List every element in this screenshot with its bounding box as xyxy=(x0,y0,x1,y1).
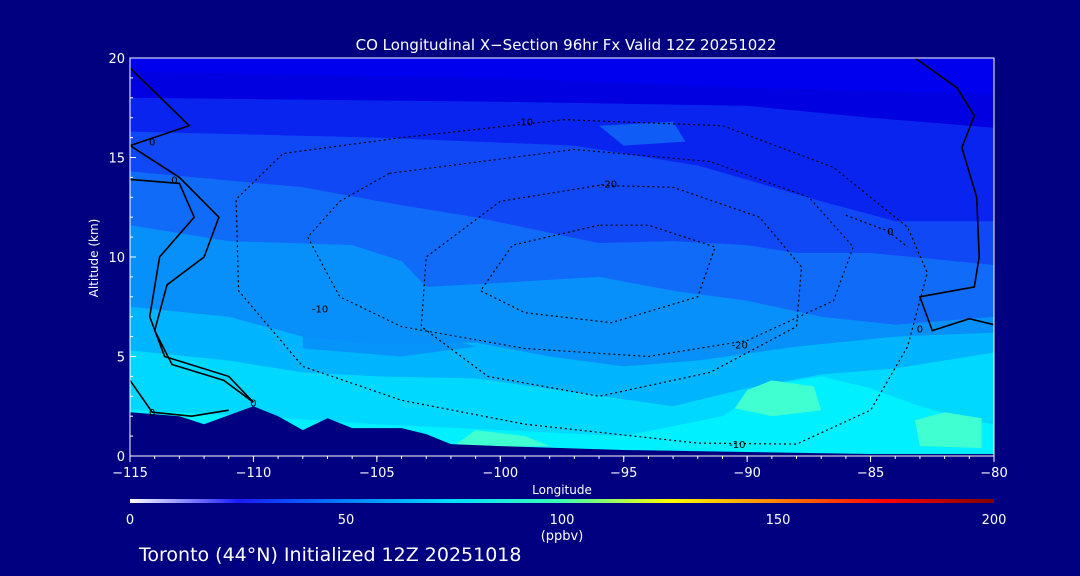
contour-label: 0 xyxy=(149,138,155,149)
y-tick-label: 15 xyxy=(108,152,125,167)
y-tick-label: 10 xyxy=(108,251,125,266)
concentration-band-9 xyxy=(915,412,982,448)
contour-minus-10 xyxy=(235,119,928,445)
y-axis-label: Altitude (km) xyxy=(87,219,101,298)
concentration-patch xyxy=(302,326,476,357)
contour-label: 0 xyxy=(149,408,155,419)
concentration-band-10 xyxy=(130,58,994,94)
contour-label: -10 xyxy=(517,118,533,129)
contour-lines xyxy=(130,58,994,445)
contour-labels: 0 0 0 0 0 0 -10 -10 -10 -20 -20 xyxy=(149,118,923,451)
colorbar-tick-label: 200 xyxy=(982,513,1007,528)
concentration-band-8 xyxy=(734,380,822,417)
x-axis-label: Longitude xyxy=(532,483,592,497)
chart-title: CO Longitudinal X−Section 96hr Fx Valid … xyxy=(356,36,777,54)
colorbar xyxy=(130,499,994,503)
concentration-patch xyxy=(599,121,686,146)
contour-label: 0 xyxy=(917,325,923,336)
concentration-fills xyxy=(130,58,994,456)
plot-area: 0 0 0 0 0 0 -10 -10 -10 -20 -20 xyxy=(130,58,994,456)
x-tick-label: −115 xyxy=(112,466,148,481)
colorbar-unit-label: (ppbv) xyxy=(541,529,584,544)
colorbar-tick-label: 0 xyxy=(126,513,134,528)
contour-label: 0 xyxy=(250,398,256,409)
zero-contour-west-inner xyxy=(130,178,254,403)
x-axis: −115 −110 −105 −100 −95 −90 −85 −80 xyxy=(112,456,1008,481)
contour-label: -20 xyxy=(732,341,748,352)
zero-contour-west xyxy=(130,67,254,403)
x-tick-label: −110 xyxy=(236,466,272,481)
colorbar-tick-label: 100 xyxy=(550,513,575,528)
contour-minus-15 xyxy=(307,148,854,358)
x-tick-label: −100 xyxy=(482,466,518,481)
colorbar-tick-label: 150 xyxy=(766,513,791,528)
colorbar-tick-label: 50 xyxy=(338,513,355,528)
x-tick-label: −95 xyxy=(610,466,637,481)
footer-caption: Toronto (44°N) Initialized 12Z 20251018 xyxy=(138,544,522,566)
contour-minus-20 xyxy=(420,184,803,397)
zero-contour-east-fragment xyxy=(845,214,908,248)
x-tick-label: −85 xyxy=(857,466,884,481)
x-tick-label: −105 xyxy=(359,466,395,481)
concentration-band-7 xyxy=(450,430,550,448)
contour-label: -20 xyxy=(601,179,617,190)
contour-label: -10 xyxy=(729,440,745,451)
terrain-mask xyxy=(130,406,994,456)
x-tick-label: −80 xyxy=(980,466,1007,481)
y-tick-label: 0 xyxy=(117,450,125,465)
zero-contour-east xyxy=(914,58,994,332)
contour-minus-30 xyxy=(479,224,716,324)
y-tick-label: 5 xyxy=(117,351,125,366)
y-tick-label: 20 xyxy=(108,52,125,67)
contour-label: 0 xyxy=(887,227,893,238)
contour-label: -10 xyxy=(312,305,328,316)
y-axis: 0 5 10 15 20 xyxy=(108,52,136,465)
zero-contour-southwest xyxy=(130,379,229,418)
colorbar-ticks: 0 50 100 150 200 xyxy=(126,513,1007,528)
contour-label: 0 xyxy=(171,175,177,186)
x-tick-label: −90 xyxy=(733,466,760,481)
